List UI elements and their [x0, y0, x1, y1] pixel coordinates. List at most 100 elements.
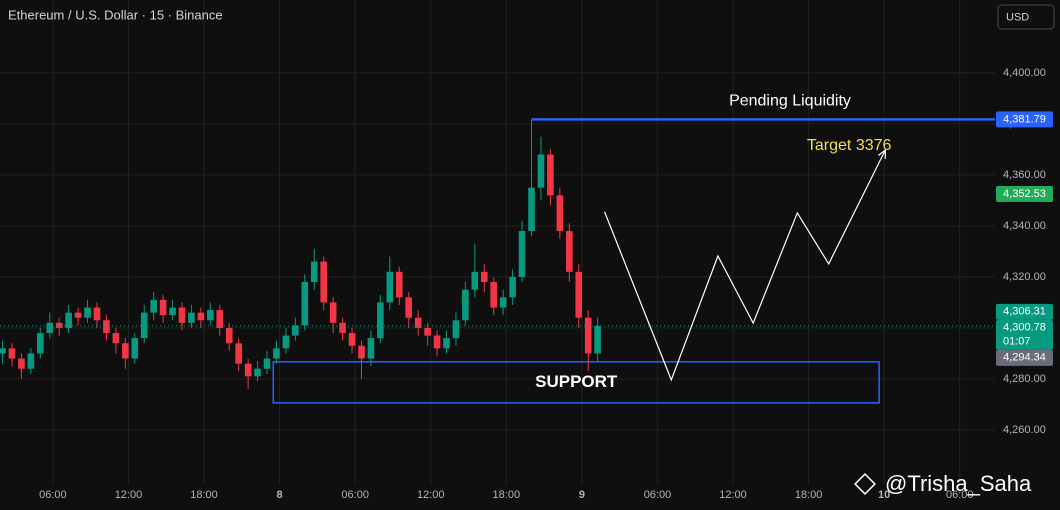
candle-body [518, 231, 526, 277]
support-zone [272, 361, 880, 404]
x-tick-label: 06:00 [39, 489, 67, 501]
candle-body [282, 335, 290, 349]
price-label: 4,300.78 [1003, 322, 1046, 334]
candle-body [292, 325, 299, 336]
candle-body [55, 322, 63, 328]
y-tick-label: 4,340.00 [1003, 220, 1046, 232]
candle-body [339, 322, 346, 334]
y-tick-label: 4,320.00 [1003, 271, 1046, 283]
candle-body [131, 338, 139, 359]
price-label: 4,294.34 [1003, 352, 1046, 364]
candle-body [509, 276, 516, 298]
x-tick-label: 06:00 [946, 489, 974, 501]
watermark: @Trisha_Saha [885, 471, 1032, 496]
candle-body [329, 302, 337, 323]
candle-body [178, 307, 186, 323]
projection-path [604, 149, 886, 382]
x-tick-label: 12:00 [719, 489, 747, 501]
candle-body [405, 297, 413, 318]
price-label: 4,381.79 [1003, 113, 1046, 125]
x-tick-label: 18:00 [190, 489, 218, 501]
candle-body [594, 325, 601, 354]
y-tick-label: 4,400.00 [1003, 67, 1046, 79]
price-label-box [996, 111, 1053, 128]
candle-body [254, 368, 261, 377]
candle-body [244, 363, 252, 377]
x-tick-label: 12:00 [115, 489, 143, 501]
candle-body [84, 307, 91, 318]
grid [0, 0, 995, 485]
candle-body [93, 307, 101, 321]
candle-body [424, 327, 431, 336]
candle-body [122, 343, 129, 359]
candle-body [65, 312, 72, 328]
axes: 4,260.004,280.004,300.004,320.004,340.00… [39, 67, 1053, 501]
candle-body [471, 271, 479, 290]
chart-title: Ethereum / U.S. Dollar · 15 · Binance [8, 7, 223, 22]
candle-body [584, 317, 592, 354]
candle-body [18, 358, 25, 369]
price-label-box [996, 185, 1053, 202]
candle-body [273, 348, 280, 359]
x-tick-label: 10 [878, 489, 890, 501]
candle-body [159, 299, 167, 316]
candle-body [452, 320, 460, 339]
candle-body [443, 338, 450, 349]
x-tick-label: 9 [579, 489, 585, 501]
candle-body [490, 282, 498, 308]
plot-area: SUPPORT Pending Liquidity Target 3376 [0, 93, 995, 404]
candle-body [0, 348, 6, 354]
candle-body [74, 312, 82, 318]
liquidity-label: Pending Liquidity [729, 93, 851, 110]
candle-body [462, 289, 469, 321]
candle-body [320, 261, 327, 303]
candle-body [207, 310, 214, 321]
candle-body [537, 154, 545, 188]
price-label: 4,306.31 [1003, 306, 1046, 318]
candle-body [348, 333, 356, 346]
candle-body [386, 271, 394, 303]
candle-body [556, 195, 564, 232]
candle-body [310, 261, 318, 283]
candle-body [140, 312, 148, 339]
target-label: Target 3376 [807, 137, 892, 154]
candle-body [112, 333, 120, 344]
price-label-box [996, 303, 1053, 320]
candle-body [150, 299, 157, 313]
price-label-box [996, 349, 1053, 366]
candle-body [36, 333, 44, 354]
candle-body [377, 302, 384, 339]
price-label: 4,352.53 [1003, 188, 1046, 200]
x-tick-label: 18:00 [795, 489, 823, 501]
support-label: SUPPORT [535, 372, 618, 391]
candle-body [395, 271, 403, 298]
candle-body [8, 348, 16, 359]
candle-body [263, 358, 271, 369]
candle-body [27, 353, 35, 369]
x-tick-label: 06:00 [341, 489, 369, 501]
price-label-box [996, 319, 1053, 350]
x-tick-label: 06:00 [644, 489, 672, 501]
y-tick-label: 4,260.00 [1003, 424, 1046, 436]
candle-body [103, 320, 110, 334]
countdown: 01:07 [1003, 336, 1031, 348]
currency-button[interactable] [997, 4, 1055, 30]
currency-label[interactable]: USD [1006, 11, 1029, 23]
candle-body [565, 231, 573, 272]
candle-body [169, 307, 176, 316]
y-tick-label: 4,360.00 [1003, 169, 1046, 181]
candle-body [216, 310, 224, 328]
y-tick-label: 4,280.00 [1003, 373, 1046, 385]
projection-arrowhead [877, 148, 887, 159]
candle-body [528, 187, 535, 232]
x-tick-label: 8 [277, 489, 283, 501]
candle-body [499, 297, 507, 308]
candle-body [433, 335, 441, 349]
candle-body [197, 312, 205, 321]
candle-body [225, 327, 233, 344]
candle-body [575, 271, 583, 318]
candle-body [367, 338, 375, 359]
